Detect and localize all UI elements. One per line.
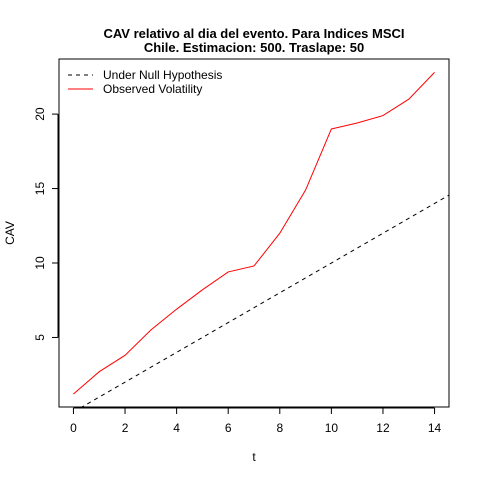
x-axis-label: t	[252, 450, 256, 464]
plot-frame	[58, 58, 450, 408]
y-axis-label: CAV	[3, 221, 17, 245]
x-tick-label: 12	[376, 421, 390, 435]
chart-subtitle: Chile. Estimacion: 500. Traslape: 50	[144, 40, 364, 55]
y-axis: 5 10 15 20	[33, 107, 59, 341]
series-layer	[73, 72, 449, 407]
y-tick-label: 5	[33, 334, 47, 341]
y-tick-label: 10	[33, 256, 47, 270]
series-line-1	[80, 194, 449, 407]
x-tick-label: 14	[428, 421, 442, 435]
x-tick-label: 4	[173, 421, 180, 435]
y-tick-label: 20	[33, 107, 47, 121]
x-tick-label: 8	[276, 421, 283, 435]
legend-label: Observed Volatility	[103, 82, 202, 96]
x-tick-label: 6	[225, 421, 232, 435]
x-tick-label: 2	[122, 421, 129, 435]
x-tick-label: 10	[325, 421, 339, 435]
series-line-2	[73, 72, 435, 395]
chart-title: CAV relativo al dia del evento. Para Ind…	[103, 26, 404, 41]
x-axis: 0 2 4 6 8 10 12 14	[70, 407, 442, 435]
y-tick-label: 15	[33, 182, 47, 196]
x-tick-label: 0	[70, 421, 77, 435]
legend-label: Under Null Hypothesis	[103, 68, 222, 82]
